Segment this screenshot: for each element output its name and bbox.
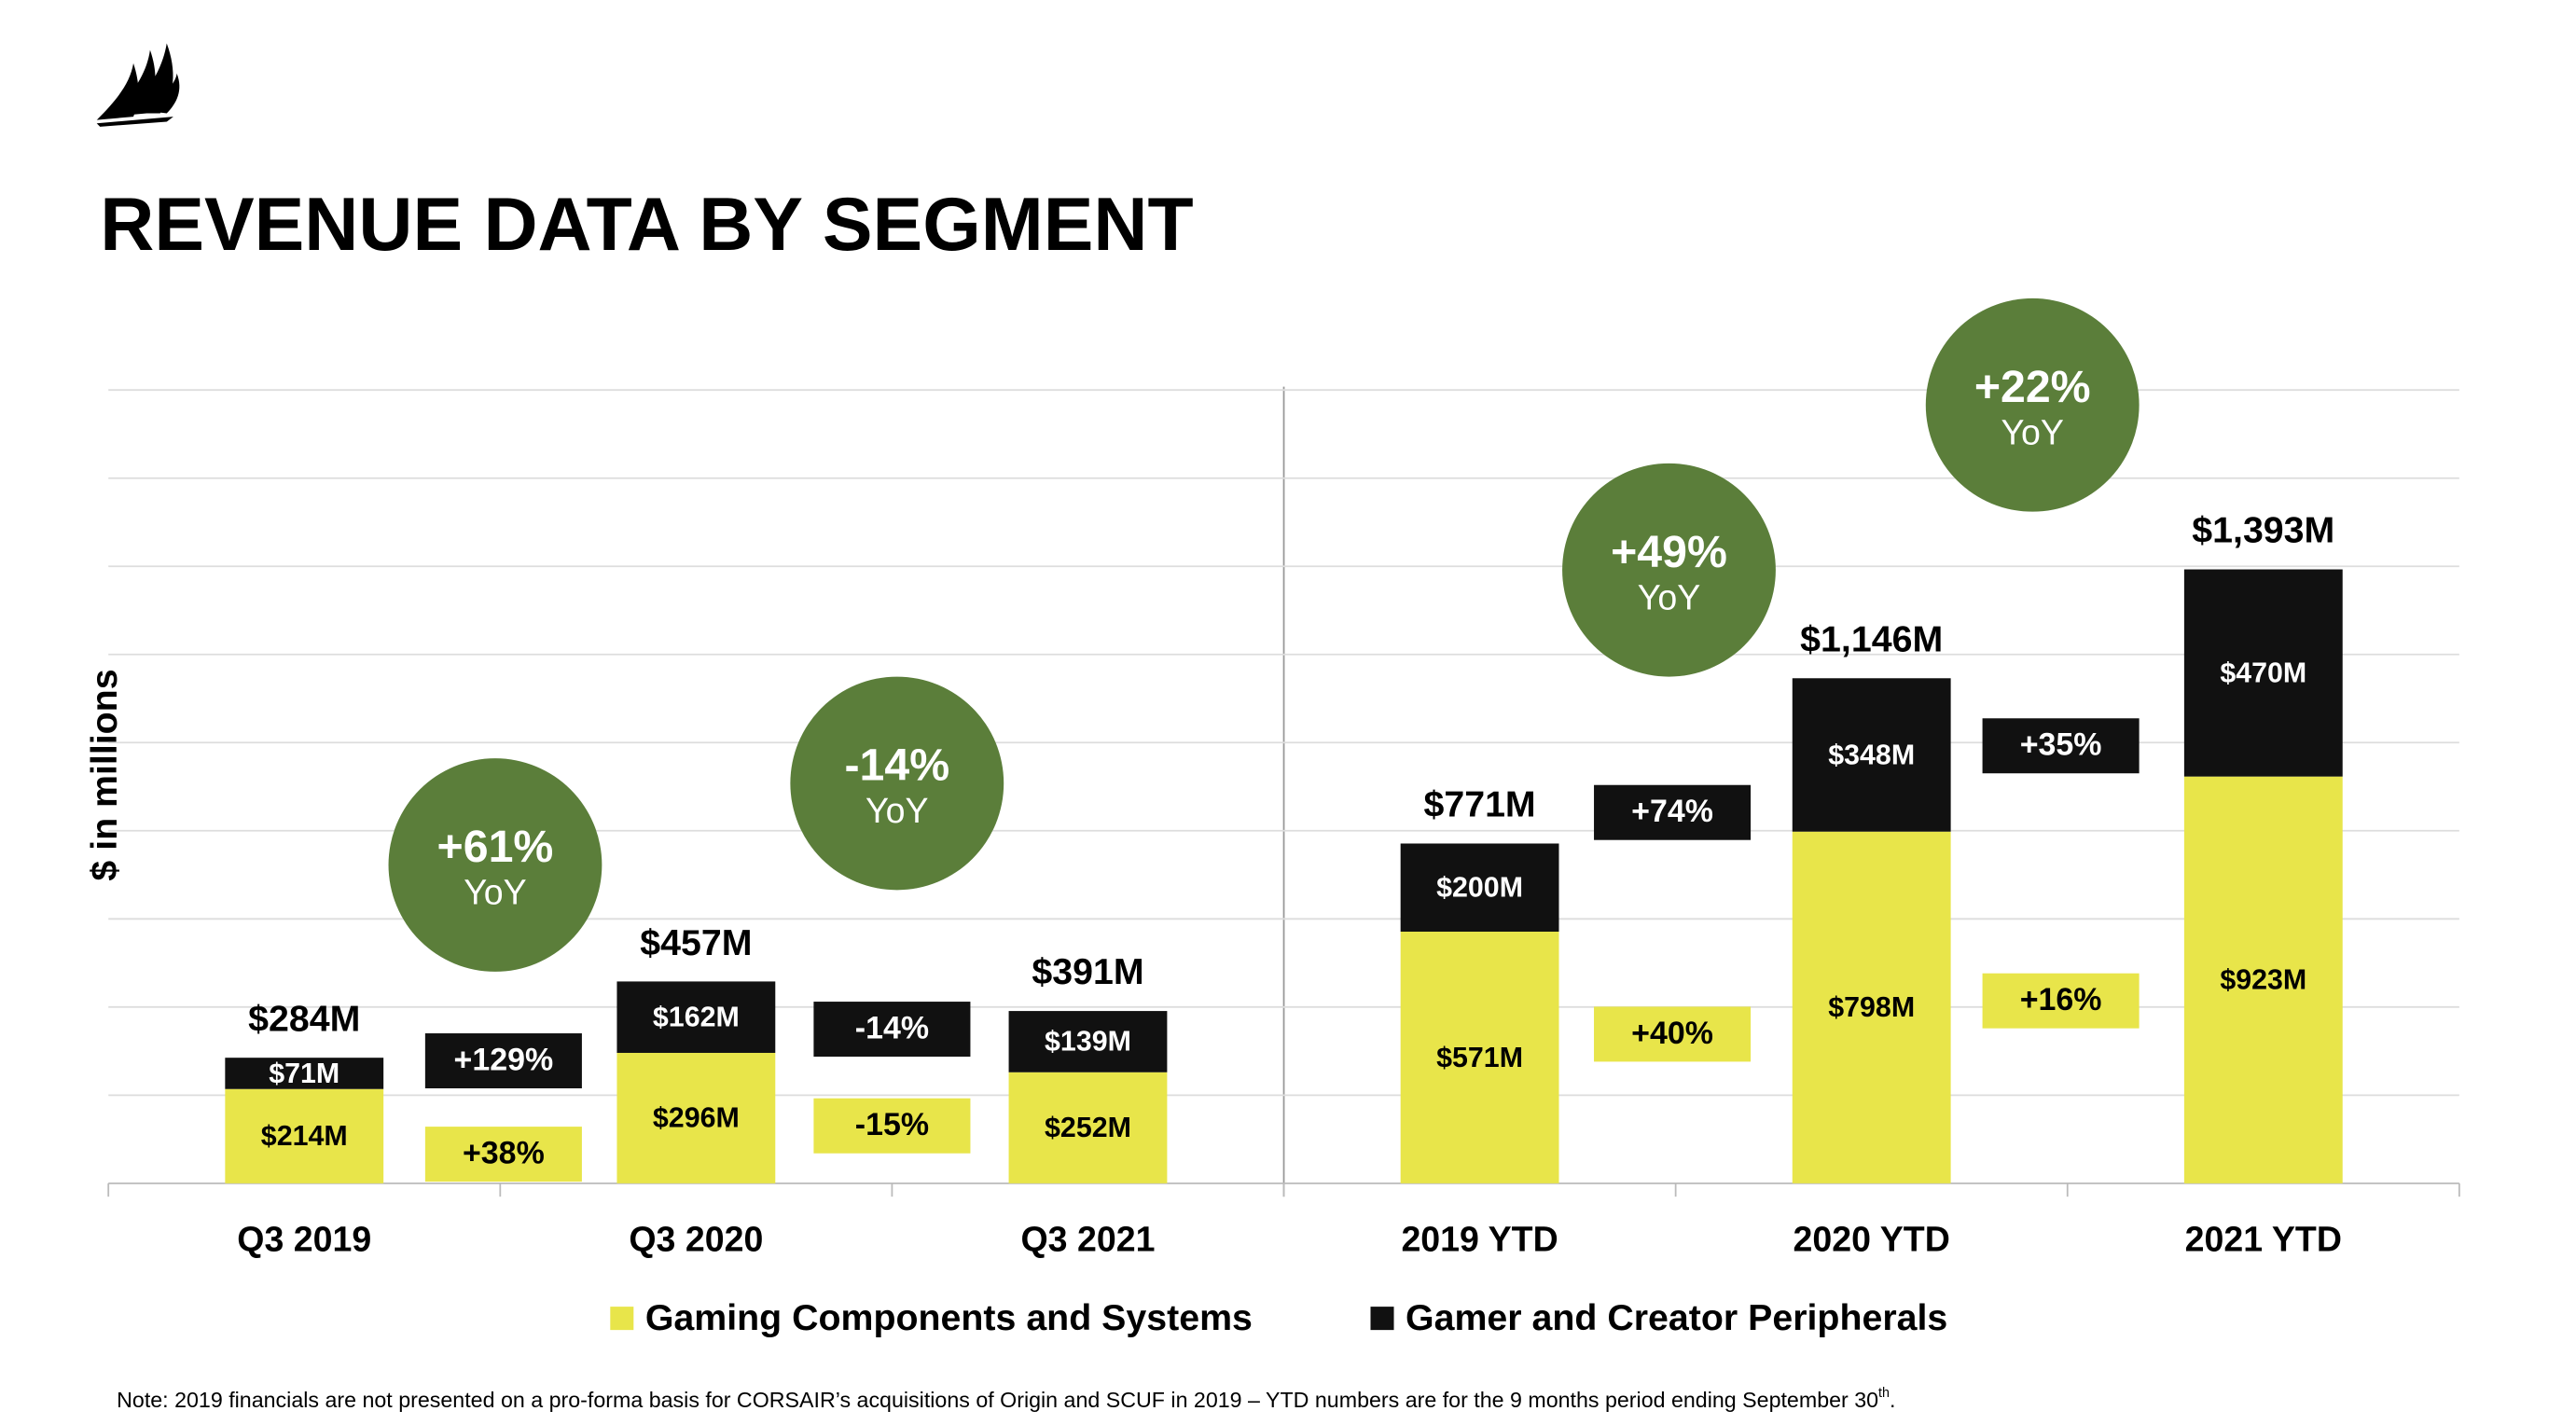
bar-value-label: $571M <box>1436 1042 1523 1073</box>
yoy-circle <box>1925 297 2140 512</box>
bar-value-label: $162M <box>653 1002 740 1033</box>
bar-segment <box>2183 776 2343 1183</box>
bar-total-label: $457M <box>640 922 752 963</box>
bar-total-label: $771M <box>1423 784 1535 825</box>
bar-segment <box>2183 569 2343 777</box>
components-growth-box <box>424 1127 582 1183</box>
bar-segment <box>1008 1011 1168 1072</box>
footnote: Note: 2019 financials are not presented … <box>117 1386 1895 1412</box>
peripherals-growth: +74% <box>1631 794 1713 829</box>
components-growth: -15% <box>855 1107 929 1142</box>
peripherals-growth-box <box>813 1002 971 1058</box>
components-growth: +38% <box>463 1135 545 1170</box>
components-growth-box <box>1594 1006 1752 1062</box>
footnote-text: Note: 2019 financials are not presented … <box>117 1388 1878 1412</box>
x-tick-label: Q3 2020 <box>629 1219 763 1258</box>
bar-segment <box>1008 1072 1168 1183</box>
x-tick-label: Q3 2019 <box>237 1219 371 1258</box>
yoy-growth: +61% <box>437 822 554 872</box>
bar-value-label: $139M <box>1045 1026 1131 1058</box>
bar-segment <box>1400 843 1559 933</box>
legend-label: Gamer and Creator Peripherals <box>1406 1297 1947 1338</box>
yoy-circle <box>388 758 602 972</box>
bar-segment <box>1400 932 1559 1183</box>
yoy-circle <box>790 676 1004 891</box>
bar-value-label: $798M <box>1828 991 1915 1023</box>
bar-segment <box>616 981 776 1053</box>
legend-swatch <box>610 1307 634 1331</box>
bar-total-label: $391M <box>1032 951 1143 992</box>
components-growth-box <box>813 1098 971 1154</box>
bar-value-label: $214M <box>261 1120 348 1152</box>
legend-swatch <box>1370 1307 1394 1331</box>
yoy-label: YoY <box>464 873 526 912</box>
logo <box>96 43 180 127</box>
footnote-end: . <box>1890 1388 1895 1412</box>
bar-segment <box>225 1058 384 1089</box>
yoy-label: YoY <box>1638 577 1700 616</box>
peripherals-growth-box <box>424 1033 582 1088</box>
yoy-growth: -14% <box>844 740 949 791</box>
components-growth: +40% <box>1631 1016 1713 1051</box>
x-tick-label: 2021 YTD <box>2185 1219 2342 1258</box>
peripherals-growth-box <box>1982 718 2140 774</box>
bar-value-label: $348M <box>1828 739 1915 770</box>
yoy-label: YoY <box>866 791 928 830</box>
x-tick-label: 2020 YTD <box>1794 1219 1950 1258</box>
bar-segment <box>1792 678 1951 832</box>
bar-value-label: $252M <box>1045 1112 1131 1143</box>
yoy-circle <box>1562 463 1776 677</box>
legend-label: Gaming Components and Systems <box>645 1297 1253 1338</box>
bar-value-label: $470M <box>2220 657 2306 688</box>
yoy-growth: +49% <box>1611 527 1727 577</box>
bar-total-label: $1,146M <box>1800 618 1943 659</box>
peripherals-growth: -14% <box>855 1010 929 1045</box>
peripherals-growth: +129% <box>454 1042 554 1077</box>
bar-total-label: $284M <box>248 999 360 1040</box>
bar-value-label: $296M <box>653 1102 740 1134</box>
components-growth-box <box>1982 973 2140 1029</box>
components-growth: +16% <box>2020 982 2102 1017</box>
x-tick-label: Q3 2021 <box>1020 1219 1155 1258</box>
bar-value-label: $923M <box>2220 964 2306 996</box>
x-tick-label: 2019 YTD <box>1401 1219 1558 1258</box>
bar-total-label: $1,393M <box>2192 510 2334 551</box>
bar-segment <box>225 1088 384 1183</box>
bar-segment <box>1792 831 1951 1183</box>
y-axis-label: $ in millions <box>84 669 125 880</box>
peripherals-growth-box <box>1594 784 1752 840</box>
bar-segment <box>616 1052 776 1183</box>
bar-value-label: $200M <box>1436 872 1523 904</box>
chart-title: REVENUE DATA BY SEGMENT <box>100 183 1193 267</box>
yoy-label: YoY <box>2001 412 2063 451</box>
yoy-growth: +22% <box>1974 362 2091 412</box>
footnote-sup: th <box>1878 1386 1890 1401</box>
peripherals-growth: +35% <box>2020 727 2102 763</box>
bar-value-label: $71M <box>269 1058 339 1089</box>
